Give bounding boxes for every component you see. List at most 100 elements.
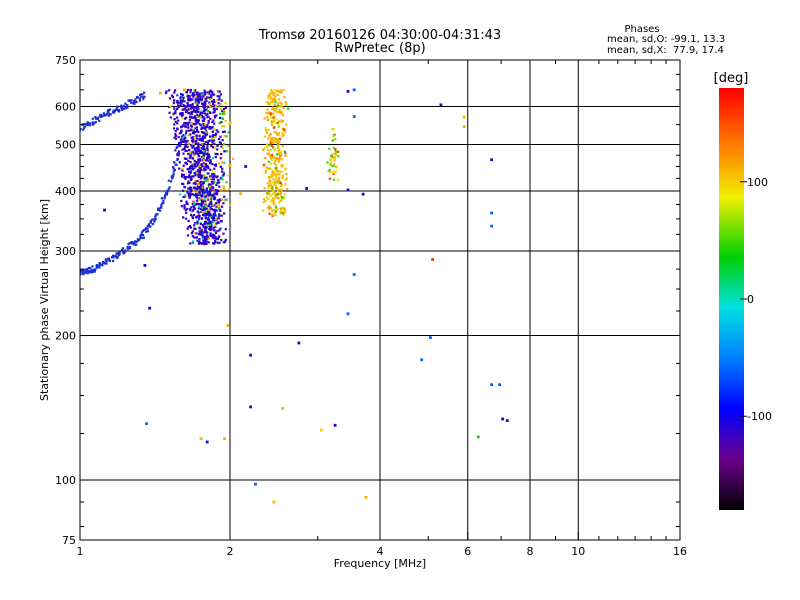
data-point bbox=[216, 241, 219, 244]
data-point bbox=[202, 213, 205, 216]
data-point bbox=[184, 149, 187, 152]
data-point bbox=[117, 252, 120, 255]
data-point bbox=[271, 106, 274, 109]
data-point bbox=[174, 120, 177, 123]
data-point bbox=[118, 253, 121, 256]
data-point bbox=[204, 217, 208, 220]
data-point bbox=[185, 200, 188, 203]
data-point bbox=[205, 163, 208, 166]
data-point bbox=[216, 99, 219, 102]
data-point bbox=[277, 102, 280, 105]
data-point bbox=[146, 225, 149, 228]
data-point bbox=[462, 125, 466, 128]
data-point bbox=[189, 133, 192, 136]
data-point bbox=[273, 193, 276, 196]
data-point bbox=[268, 212, 271, 215]
data-point bbox=[184, 110, 188, 114]
data-point bbox=[218, 181, 221, 184]
data-point bbox=[277, 110, 280, 113]
data-point bbox=[200, 189, 204, 192]
data-point bbox=[285, 173, 288, 176]
data-point bbox=[211, 126, 214, 129]
data-point bbox=[170, 180, 173, 183]
data-point bbox=[275, 89, 279, 92]
data-point bbox=[490, 158, 493, 162]
data-point bbox=[107, 257, 110, 260]
data-point bbox=[181, 117, 184, 120]
data-point bbox=[195, 95, 198, 98]
data-point bbox=[223, 109, 226, 112]
data-point bbox=[187, 226, 190, 229]
data-point bbox=[206, 145, 209, 148]
data-point bbox=[267, 129, 270, 132]
data-point bbox=[206, 231, 209, 234]
data-point bbox=[266, 152, 269, 155]
data-point bbox=[209, 185, 212, 188]
data-point bbox=[222, 172, 225, 175]
data-point bbox=[174, 110, 177, 113]
data-point bbox=[187, 219, 190, 223]
data-point bbox=[211, 121, 214, 124]
data-point bbox=[210, 208, 214, 211]
data-point bbox=[206, 211, 210, 214]
data-point bbox=[265, 145, 269, 148]
data-point bbox=[191, 128, 195, 131]
data-point bbox=[127, 247, 130, 250]
data-point bbox=[220, 153, 223, 156]
data-point bbox=[171, 95, 175, 99]
data-point bbox=[212, 99, 215, 102]
data-point bbox=[186, 122, 189, 125]
data-point bbox=[146, 227, 149, 230]
data-point bbox=[185, 162, 188, 166]
data-point bbox=[206, 151, 209, 154]
data-point bbox=[133, 100, 136, 103]
data-point bbox=[271, 120, 274, 123]
data-point bbox=[140, 95, 143, 98]
data-point bbox=[207, 180, 210, 183]
data-point bbox=[173, 168, 176, 172]
data-point bbox=[221, 110, 224, 113]
data-point bbox=[269, 167, 272, 170]
data-point bbox=[174, 112, 177, 115]
data-point bbox=[209, 233, 212, 236]
data-point bbox=[218, 95, 221, 98]
data-point bbox=[202, 154, 205, 157]
data-point bbox=[221, 117, 224, 120]
data-point bbox=[198, 226, 201, 229]
data-point bbox=[195, 109, 198, 112]
data-point bbox=[143, 264, 147, 267]
data-point bbox=[204, 148, 207, 151]
data-point bbox=[187, 153, 190, 156]
data-point bbox=[185, 105, 188, 108]
data-point bbox=[190, 162, 194, 165]
data-point bbox=[199, 437, 203, 440]
data-point bbox=[200, 155, 203, 158]
data-point bbox=[217, 237, 220, 240]
data-point bbox=[179, 104, 182, 107]
data-point bbox=[198, 198, 201, 201]
y-axis-label: Stationary phase Virtual Height [km] bbox=[38, 199, 51, 401]
data-point bbox=[216, 230, 219, 233]
data-point bbox=[265, 112, 268, 115]
data-point bbox=[189, 171, 192, 174]
data-point bbox=[186, 94, 189, 97]
data-point bbox=[280, 189, 283, 192]
data-point bbox=[203, 175, 206, 178]
data-point bbox=[490, 383, 493, 387]
data-point bbox=[196, 191, 199, 194]
data-point bbox=[100, 113, 103, 116]
data-point bbox=[202, 156, 205, 159]
data-point bbox=[168, 186, 171, 189]
data-point bbox=[157, 208, 160, 211]
data-point bbox=[199, 207, 203, 210]
data-point bbox=[215, 104, 218, 107]
data-point bbox=[214, 224, 217, 227]
data-point bbox=[162, 201, 165, 205]
data-point bbox=[190, 136, 193, 139]
data-point bbox=[218, 97, 221, 101]
data-point bbox=[181, 148, 184, 151]
data-point bbox=[189, 187, 192, 190]
data-point bbox=[216, 199, 219, 202]
data-point bbox=[352, 273, 356, 276]
data-point bbox=[177, 152, 180, 155]
